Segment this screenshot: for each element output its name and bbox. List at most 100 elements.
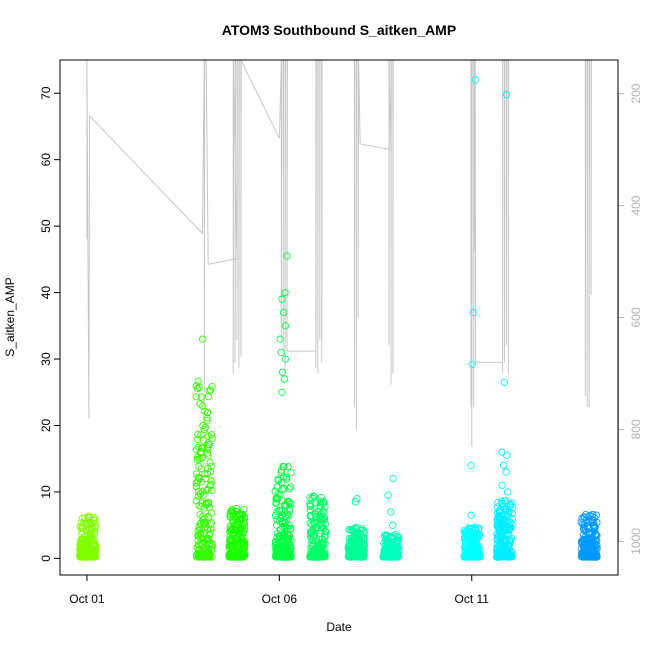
cluster-0 [76, 512, 100, 561]
y2-tick-label: 200 [629, 83, 643, 103]
data-point [389, 474, 397, 483]
data-point [501, 541, 510, 549]
data-point [227, 534, 235, 543]
data-point [194, 443, 203, 451]
data-point [285, 512, 293, 520]
data-point [195, 523, 203, 531]
data-point [493, 536, 501, 544]
data-point [208, 434, 216, 443]
data-point [197, 503, 205, 511]
data-point [306, 519, 314, 527]
cluster-2 [225, 504, 249, 561]
data-point [319, 515, 327, 523]
x-tick-label: Oct 11 [455, 592, 490, 606]
data-point [207, 519, 216, 527]
data-point [350, 540, 359, 548]
data-point [90, 513, 98, 522]
data-point [472, 540, 481, 548]
cluster-7 [460, 76, 484, 561]
data-point [272, 521, 281, 529]
data-point [353, 546, 361, 554]
data-point [236, 552, 245, 560]
data-point [278, 550, 286, 559]
data-point [584, 512, 592, 521]
data-point [204, 443, 213, 451]
data-point [506, 518, 514, 526]
data-point [307, 544, 315, 553]
data-point [195, 541, 203, 549]
cluster-5 [344, 494, 368, 561]
y-tick-label: 10 [39, 485, 53, 499]
data-point [90, 540, 98, 549]
data-point [195, 383, 203, 392]
data-point [194, 477, 202, 485]
data-point [207, 431, 216, 439]
data-point [199, 512, 207, 520]
cluster-9 [577, 510, 601, 561]
data-point [381, 541, 390, 549]
data-point [278, 388, 286, 396]
data-point [311, 526, 320, 534]
data-point [76, 552, 84, 560]
data-point [586, 539, 594, 548]
data-point [205, 552, 213, 560]
cluster-6 [379, 474, 403, 561]
data-point [204, 549, 213, 557]
data-point [583, 522, 591, 531]
x-tick-label: Oct 06 [262, 592, 298, 606]
y2-tick-label: 1000 [629, 528, 643, 555]
data-point [506, 552, 514, 560]
data-point [589, 510, 597, 519]
data-point [280, 484, 288, 493]
data-point [591, 523, 599, 532]
data-point [236, 525, 244, 533]
data-point [504, 488, 512, 496]
data-point [88, 523, 96, 531]
data-point [493, 553, 501, 561]
data-point [286, 507, 294, 515]
data-point [273, 540, 281, 548]
cluster-1 [192, 335, 216, 561]
data-point [281, 322, 290, 330]
data-point [383, 539, 391, 548]
data-point [208, 541, 216, 549]
data-point [205, 553, 214, 561]
data-point [507, 548, 515, 556]
data-point [81, 520, 89, 528]
data-point [277, 466, 286, 474]
data-point [502, 497, 510, 505]
y2-tick-label: 800 [629, 419, 643, 439]
data-point [359, 553, 368, 561]
data-point [204, 408, 212, 417]
data-point [502, 468, 510, 476]
data-point [85, 513, 94, 522]
data-point [208, 382, 216, 391]
data-point [274, 475, 282, 483]
data-point [494, 499, 502, 507]
data-point [199, 436, 207, 444]
data-point [494, 533, 502, 541]
data-point [306, 512, 315, 520]
data-point [274, 490, 282, 499]
data-point [207, 462, 215, 470]
y-axis-label: S_aitken_AMP [3, 277, 17, 356]
data-point [501, 538, 509, 546]
data-point [508, 520, 516, 528]
data-point [283, 497, 292, 506]
y-tick-label: 40 [39, 286, 53, 300]
data-point [586, 530, 594, 538]
data-point [389, 521, 397, 529]
data-point [463, 533, 471, 541]
data-point [386, 540, 394, 548]
data-point [87, 534, 95, 543]
y2-tick-label: 600 [629, 307, 643, 327]
data-point [500, 542, 508, 551]
data-point [498, 448, 506, 456]
data-point [592, 543, 600, 551]
data-point [499, 515, 508, 523]
data-point [467, 511, 475, 519]
data-point [83, 553, 92, 561]
data-point [228, 506, 236, 514]
data-point [504, 531, 512, 540]
data-point [206, 386, 215, 394]
